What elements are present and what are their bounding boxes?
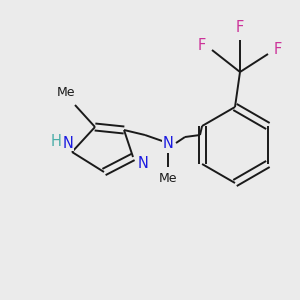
- Text: N: N: [138, 155, 148, 170]
- Text: N: N: [163, 136, 173, 151]
- Text: F: F: [274, 41, 282, 56]
- Text: H: H: [51, 134, 62, 149]
- Text: Me: Me: [159, 172, 177, 184]
- Text: N: N: [63, 136, 74, 151]
- Text: F: F: [236, 20, 244, 35]
- Text: Me: Me: [57, 86, 75, 100]
- Text: F: F: [198, 38, 206, 52]
